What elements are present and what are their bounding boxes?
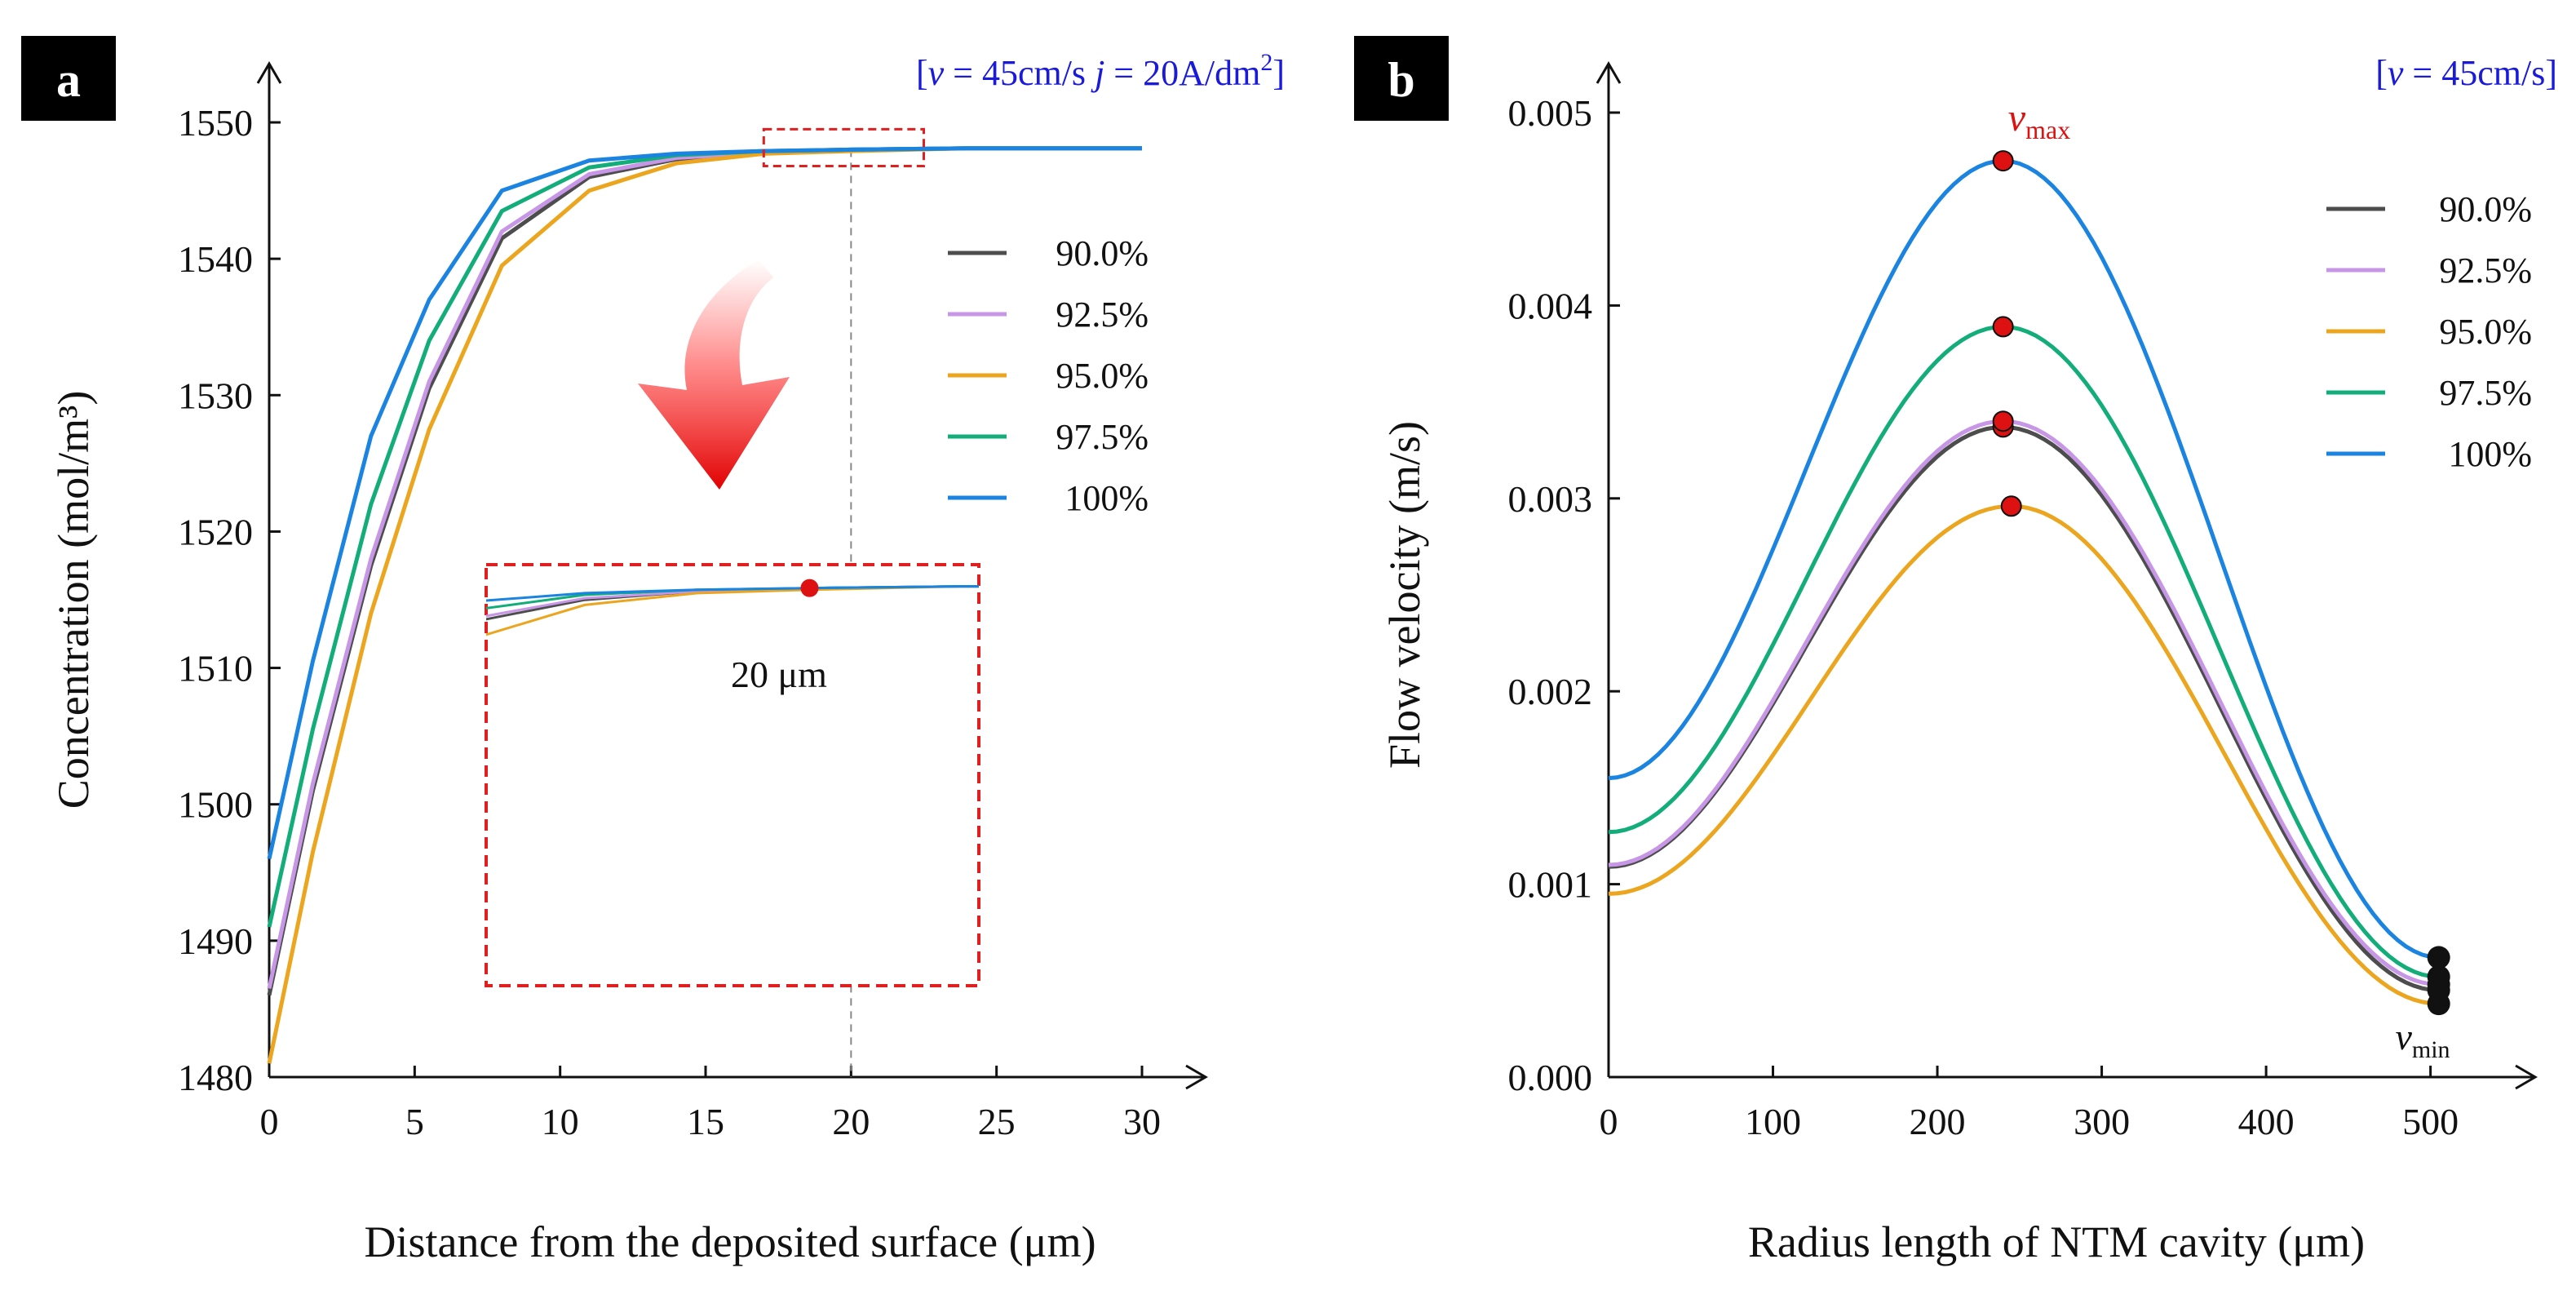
y-tick-label-a: 1510 [178,648,253,689]
legend-label-b-95.0%: 95.0% [2439,312,2532,352]
inset-label: 20 μm [731,654,827,695]
bracket-open: [ [916,53,928,93]
legend-label-b-100%: 100% [2448,434,2532,474]
legend-label-90.0%: 90.0% [1056,233,1149,273]
legend-label-b-97.5%: 97.5% [2439,373,2532,413]
y-tick-label-a: 1540 [178,238,253,280]
x-tick-label-a: 15 [687,1101,724,1142]
condition-annotation-a: [v = 45cm/s j = 20A/dm2] [916,49,1285,93]
annot-v-text-b: = 45cm/s [2403,53,2545,93]
legend-label-100%: 100% [1064,478,1149,518]
series-line-b-95.0% [1608,503,2439,1006]
annot-v-symbol: v [928,53,945,93]
vmin-marker-95.0% [2427,992,2450,1016]
series-line-b-100% [1608,158,2439,960]
y-tick-label-b: 0.001 [1508,864,1593,906]
bracket-close-b: ] [2545,53,2557,93]
legend-label-b-92.5%: 92.5% [2439,251,2532,290]
x-axis-arrow-b [2515,1064,2538,1090]
x-tick-label-a: 20 [832,1101,870,1142]
y-axis-title-b: Flow velocity (m/s) [1380,421,1429,769]
x-tick-label-a: 10 [542,1101,579,1142]
panel-label-box-b [1354,36,1449,121]
y-tick-label-a: 1490 [178,920,253,962]
y-tick-label-a: 1480 [178,1057,253,1098]
y-tick-label-a: 1520 [178,511,253,552]
y-tick-label-a: 1550 [178,102,253,144]
inset-box [485,563,980,987]
x-tick-label-b: 400 [2238,1101,2295,1142]
condition-annotation-b: [v = 45cm/s] [2375,53,2557,93]
panel-label-b: b [1388,53,1414,107]
zoom-region-box [762,127,925,167]
x-tick-label-a: 25 [978,1101,1016,1142]
annot-v-symbol-b: v [2388,53,2404,93]
x-tick-label-b: 100 [1745,1101,1801,1142]
x-tick-label-b: 300 [2074,1101,2130,1142]
annot-j-symbol: j [1091,53,1104,93]
x-axis-title-b: Radius length of NTM cavity (μm) [1748,1217,2365,1266]
x-tick-label-a: 30 [1123,1101,1161,1142]
y-axis-arrow-a [256,61,282,84]
y-axis-arrow-b [1596,61,1622,84]
x-tick-label-a: 5 [405,1101,424,1142]
series-line-100% [267,146,1142,860]
legend-label-97.5%: 97.5% [1056,417,1149,457]
panel-label-a: a [56,53,81,107]
inset-marker-point [800,579,819,597]
y-tick-label-b: 0.000 [1508,1057,1593,1098]
inset-series-100% [486,585,979,602]
annot-j-text: = 20A/dm [1104,53,1260,93]
annot-v-text: = 45cm/s [944,53,1086,93]
series-line-b-92.5% [1608,419,2439,987]
x-tick-label-b: 500 [2402,1101,2459,1142]
y-tick-label-b: 0.002 [1508,671,1593,712]
legend-label-95.0%: 95.0% [1056,356,1149,396]
vmin-marker-97.5% [2427,965,2450,989]
vmin-marker-100% [2427,946,2450,969]
x-tick-label-a: 0 [260,1101,279,1142]
panel-b: b 0 100 200 300 400 500 0.000 0.001 0.002 0.003 0.0… [1354,36,2557,1266]
y-tick-label-a: 1500 [178,784,253,826]
y-tick-label-a: 1530 [178,375,253,416]
x-tick-label-b: 0 [1600,1101,1618,1142]
inset-plot [486,585,979,636]
vmax-subscript: max [2025,115,2070,144]
zoom-arrow-icon [638,259,790,490]
x-axis-title-a: Distance from the deposited surface (μm) [364,1217,1095,1266]
vmax-label: vmax [2008,96,2070,144]
annot-space [1086,53,1095,93]
y-tick-label-b: 0.004 [1508,285,1593,326]
x-axis-arrow-a [1185,1064,1208,1090]
legend-label-92.5%: 92.5% [1056,295,1149,335]
annot-j-sup: 2 [1260,49,1273,76]
panel-a: a0 5 10 15 20 25 30148014901500151015201530154… [21,36,1285,1266]
x-tick-label-b: 200 [1910,1101,1966,1142]
vmin-symbol: v [2395,1016,2412,1057]
vmax-marker-100% [1992,150,2014,172]
vmin-label: vmin [2395,1016,2450,1063]
vmax-symbol: v [2008,96,2026,140]
series-line-b-97.5% [1608,324,2439,979]
vmax-marker-95.0% [2000,495,2022,517]
y-axis-title-a: Concentration (mol/m³) [49,391,98,809]
bracket-close: ] [1273,53,1285,93]
vmin-subscript: min [2412,1036,2450,1063]
panel-label-box-a [21,36,116,121]
legend-label-b-90.0%: 90.0% [2439,189,2532,229]
y-tick-label-b: 0.003 [1508,478,1593,520]
vmax-marker-92.5% [1992,410,2014,432]
bracket-open-b: [ [2375,53,2388,93]
vmax-marker-97.5% [1992,316,2014,338]
y-tick-label-b: 0.005 [1508,92,1593,134]
